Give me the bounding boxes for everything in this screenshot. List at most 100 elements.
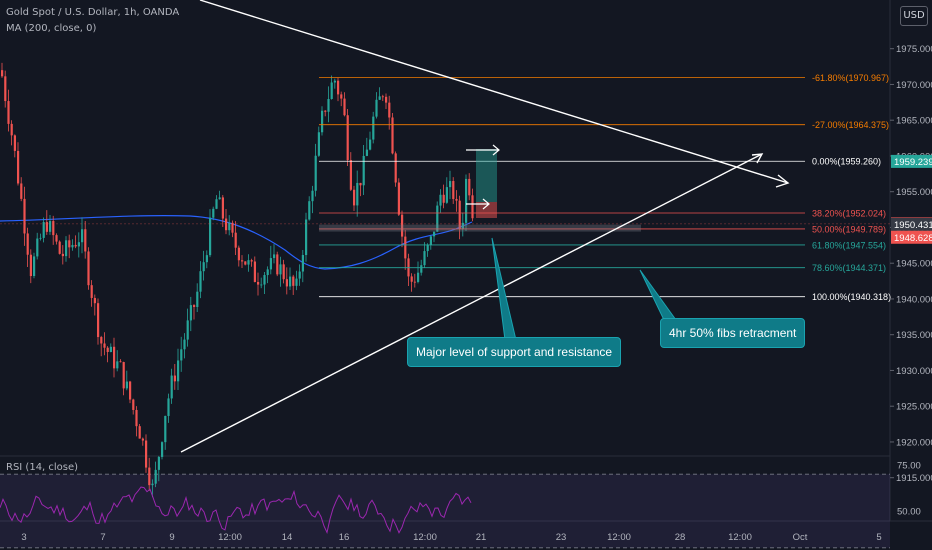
time-tick-label: 12:00	[607, 532, 631, 543]
candle-body	[292, 276, 295, 286]
symbol-title[interactable]: Gold Spot / U.S. Dollar, 1h, OANDA	[6, 7, 180, 18]
candle-body	[45, 222, 48, 232]
price-tag	[891, 230, 932, 244]
candle-body	[359, 182, 362, 186]
candle-body	[260, 284, 263, 286]
price-tick-label: 1925.000	[896, 402, 932, 413]
candle-body	[247, 260, 250, 265]
candle-body	[324, 110, 327, 112]
candle-body	[311, 190, 314, 202]
candle-body	[129, 381, 132, 400]
candle-body	[81, 229, 84, 243]
candle-body	[394, 153, 397, 183]
candle-body	[196, 291, 199, 307]
time-tick-label: 14	[282, 532, 293, 543]
candle-body	[119, 361, 122, 363]
candle-body	[215, 199, 218, 209]
candle-body	[193, 305, 196, 307]
candle-body	[305, 219, 308, 256]
candle-body	[74, 244, 77, 247]
candle-body	[141, 438, 144, 441]
candle-body	[58, 241, 61, 254]
candle-body	[52, 221, 55, 236]
candle-body	[164, 415, 167, 443]
candle-body	[436, 205, 439, 232]
candle-body	[426, 244, 429, 252]
price-tick-label: 1975.000	[896, 44, 932, 55]
long-position-profit-zone[interactable]	[476, 149, 497, 202]
candle-body	[10, 123, 13, 136]
candle-body	[157, 456, 160, 470]
price-tick-label: 1920.000	[896, 437, 932, 448]
candle-body	[170, 375, 173, 399]
long-position-stop-zone[interactable]	[476, 202, 497, 218]
price-tick-label: 1935.000	[896, 330, 932, 341]
time-tick-label: Oct	[793, 532, 808, 543]
candle-body	[330, 82, 333, 100]
price-tag-label: 1950.431	[894, 220, 932, 231]
candle-body	[151, 483, 154, 486]
candle-body	[250, 260, 253, 262]
rsi-pane	[0, 473, 890, 549]
time-tick-label: 12:00	[728, 532, 752, 543]
candle-body	[1, 70, 4, 77]
entry-arrow-icon	[466, 198, 490, 210]
candle-body	[244, 261, 247, 265]
time-tick-label: 3	[21, 532, 26, 543]
fib-level-label: 100.00%(1940.318)	[812, 292, 891, 302]
candle-body	[138, 426, 141, 439]
candle-body	[337, 80, 340, 95]
drawings-layer[interactable]	[180, 0, 790, 453]
candle-body	[77, 242, 80, 247]
candle-body	[202, 262, 205, 272]
candle-body	[90, 285, 93, 298]
price-axis[interactable]: 1975.0001970.0001965.0001960.0001955.000…	[890, 44, 932, 550]
candle-body	[186, 320, 189, 340]
descending-trendline[interactable]	[199, 0, 789, 184]
candle-body	[84, 229, 87, 252]
fib-level-label: -27.00%(1964.375)	[812, 120, 889, 130]
fib-level-label: 0.00%(1959.260)	[812, 157, 881, 167]
fib-level-label: 61.80%(1947.554)	[812, 240, 886, 250]
candle-body	[13, 135, 16, 151]
candle-body	[404, 236, 407, 259]
candle-body	[87, 251, 90, 286]
candle-body	[253, 261, 256, 282]
ascending-trendline[interactable]	[180, 153, 763, 453]
rsi-legend[interactable]: RSI (14, close)	[6, 462, 79, 473]
trendline-arrowhead-icon	[775, 174, 790, 188]
candle-body	[148, 467, 151, 486]
candle-body	[161, 442, 164, 457]
callout-support-resistance[interactable]: Major level of support and resistance	[407, 337, 622, 367]
fibonacci-retracement[interactable]: -61.80%(1970.967) -27.00%(1964.375) 0.00%(…	[0, 73, 891, 302]
candle-body	[132, 399, 135, 410]
ma-legend[interactable]: MA (200, close, 0)	[6, 23, 97, 34]
candle-body	[295, 278, 298, 286]
currency-button[interactable]: USD	[900, 6, 928, 26]
candle-body	[346, 115, 349, 161]
candle-body	[39, 237, 42, 239]
candle-body	[29, 254, 32, 277]
candle-body	[7, 101, 10, 124]
candle-body	[173, 375, 176, 382]
candle-body	[465, 178, 468, 223]
candle-body	[308, 201, 311, 220]
candle-body	[4, 76, 7, 102]
candle-body	[429, 236, 432, 245]
time-tick-label: 12:00	[218, 532, 242, 543]
rsi-band-fill	[0, 474, 890, 548]
candle-body	[183, 339, 186, 350]
candle-body	[468, 178, 471, 196]
price-tick-label: 1970.000	[896, 80, 932, 91]
candle-body	[276, 254, 279, 275]
candles-layer	[1, 62, 474, 498]
candle-body	[433, 231, 436, 237]
candle-body	[106, 347, 109, 352]
callout-fib-retracement[interactable]: 4hr 50% fibs retracment	[660, 318, 806, 348]
time-axis[interactable]: 3 7 9 12:00 14 16 12:00 21 23 12:00 28 12:00 Oct 5	[21, 532, 881, 543]
price-tick-label: 1955.000	[896, 187, 932, 198]
candle-body	[401, 214, 404, 237]
candle-body	[55, 235, 58, 242]
